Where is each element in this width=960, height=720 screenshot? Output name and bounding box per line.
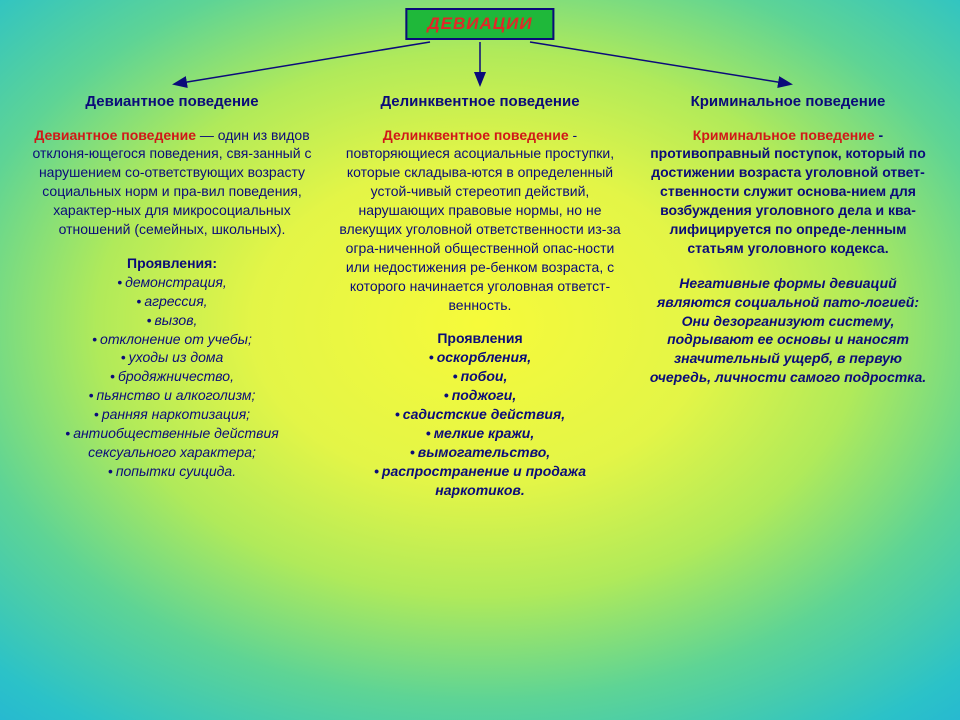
list-item: отклонение от учебы; [28,330,316,349]
list-item: оскорбления, [336,348,624,367]
definition-delinquent: Делинквентное поведение - повторяющиеся … [336,126,624,315]
list-item: уходы из дома [28,348,316,367]
list-item: агрессия, [28,292,316,311]
definition-criminal: Криминальное поведение - противоправный … [644,126,932,258]
col-title-delinquent: Делинквентное поведение [336,92,624,112]
def-body-criminal: - противоправный поступок, который по до… [650,127,926,256]
def-lead-deviant: Девиантное поведение [34,127,196,143]
manif-title-delinquent: Проявления [336,330,624,346]
column-deviant: Девиантное поведение Девиантное поведени… [18,92,326,720]
manif-list-deviant: демонстрация, агрессия, вызов, отклонени… [28,273,316,481]
col-title-criminal: Криминальное поведение [644,92,932,112]
list-item: ранняя наркотизация; [28,405,316,424]
column-criminal: Криминальное поведение Криминальное пове… [634,92,942,720]
list-item: поджоги, [336,386,624,405]
list-item: попытки суицида. [28,462,316,481]
columns-container: Девиантное поведение Девиантное поведени… [0,92,960,720]
diagram-content: ДЕВИАЦИИ Девиантное поведение Девиантное… [0,0,960,720]
col-title-deviant: Девиантное поведение [28,92,316,112]
note-criminal: Негативные формы девиаций являются социа… [644,274,932,387]
list-item: бродяжничество, [28,367,316,386]
list-item: садистские действия, [336,405,624,424]
list-item: вызов, [28,311,316,330]
def-lead-delinquent: Делинквентное поведение [383,127,569,143]
arrow-right [530,42,790,84]
list-item: пьянство и алкоголизм; [28,386,316,405]
list-item: распространение и продажа наркотиков. [336,462,624,500]
root-label: ДЕВИАЦИИ [427,14,532,33]
manif-list-delinquent: оскорбления, побои, поджоги, садистские … [336,348,624,499]
def-body-delinquent: - повторяющиеся асоциальные проступки, к… [339,127,620,313]
list-item: побои, [336,367,624,386]
def-body-deviant: — один из видов отклоня-ющегося поведени… [33,127,312,237]
list-item: вымогательство, [336,443,624,462]
arrow-left [175,42,430,84]
arrows-svg [0,36,960,92]
definition-deviant: Девиантное поведение — один из видов отк… [28,126,316,239]
def-lead-criminal: Криминальное поведение [693,127,875,143]
list-item: антиобщественные действия сексуального х… [28,424,316,462]
list-item: демонстрация, [28,273,316,292]
list-item: мелкие кражи, [336,424,624,443]
column-delinquent: Делинквентное поведение Делинквентное по… [326,92,634,720]
manif-title-deviant: Проявления: [28,255,316,271]
